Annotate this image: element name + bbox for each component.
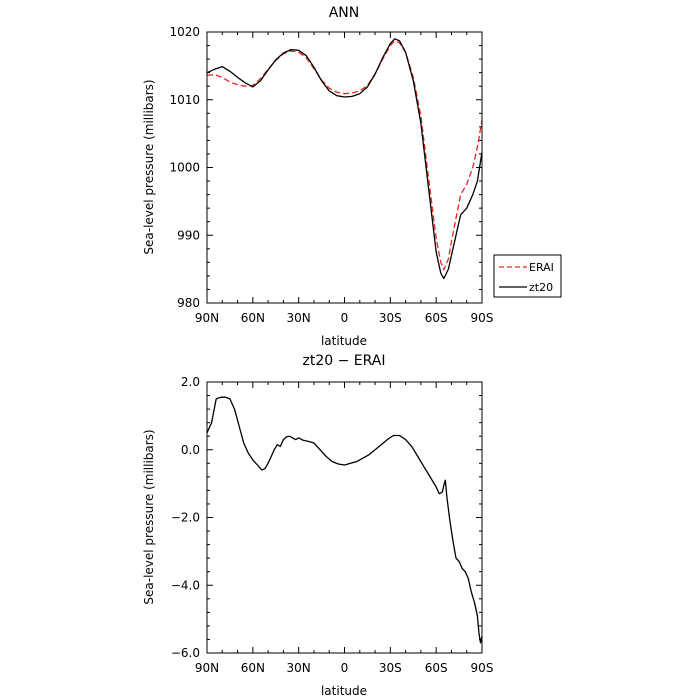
plot-frame [206,381,483,654]
chart-title: zt20 − ERAI [303,353,386,369]
tick-marks [206,381,483,654]
series-layer [206,396,483,644]
y-tick-label: 2.0 [181,375,200,389]
x-axis-label: latitude [321,334,367,348]
x-tick-label: 0 [341,311,349,325]
x-tick-label: 30N [287,311,311,325]
legend: ERAI zt20 [493,254,562,298]
x-tick-labels: 90N 60N 30N 0 30S 60S 90S [195,661,494,675]
x-tick-label: 30S [379,661,402,675]
series-line-erai [206,40,483,271]
x-tick-label: 90N [195,311,219,325]
x-tick-label: 30N [287,661,311,675]
y-tick-label: 980 [177,296,200,310]
x-tick-label: 30S [379,311,402,325]
x-tick-label: 60N [241,661,265,675]
series-layer [206,38,483,280]
y-axis-label: Sea-level pressure (millibars) [142,429,156,604]
legend-label-erai: ERAI [529,261,554,274]
plot-frame [206,31,483,304]
y-tick-labels: −6.0 −4.0 −2.0 0.0 2.0 [171,375,200,660]
x-tick-label: 60S [425,661,448,675]
x-tick-label: 90S [471,661,494,675]
y-tick-label: 0.0 [181,443,200,457]
x-tick-label: 60S [425,311,448,325]
y-tick-label: 1020 [169,25,200,39]
y-tick-label: 1000 [169,161,200,175]
y-axis-label: Sea-level pressure (millibars) [142,79,156,254]
panel-difference: zt20 − ERAI −6.0 −4.0 −2.0 0.0 2.0 90N 60N 30N… [142,353,493,698]
x-tick-label: 60N [241,311,265,325]
y-tick-label: −2.0 [171,511,200,525]
series-line-zt20 [206,38,483,280]
x-tick-label: 90N [195,661,219,675]
y-tick-labels: 980 990 1000 1010 1020 [169,25,200,310]
x-tick-label: 0 [341,661,349,675]
chart-title: ANN [329,5,360,21]
x-tick-label: 90S [471,311,494,325]
y-tick-label: 1010 [169,93,200,107]
x-tick-labels: 90N 60N 30N 0 30S 60S 90S [195,311,494,325]
y-tick-label: −6.0 [171,646,200,660]
legend-label-zt20: zt20 [529,281,553,294]
y-tick-label: −4.0 [171,578,200,592]
series-line [206,396,483,644]
x-axis-label: latitude [321,684,367,698]
y-tick-label: 990 [177,228,200,242]
legend-box [493,254,562,298]
